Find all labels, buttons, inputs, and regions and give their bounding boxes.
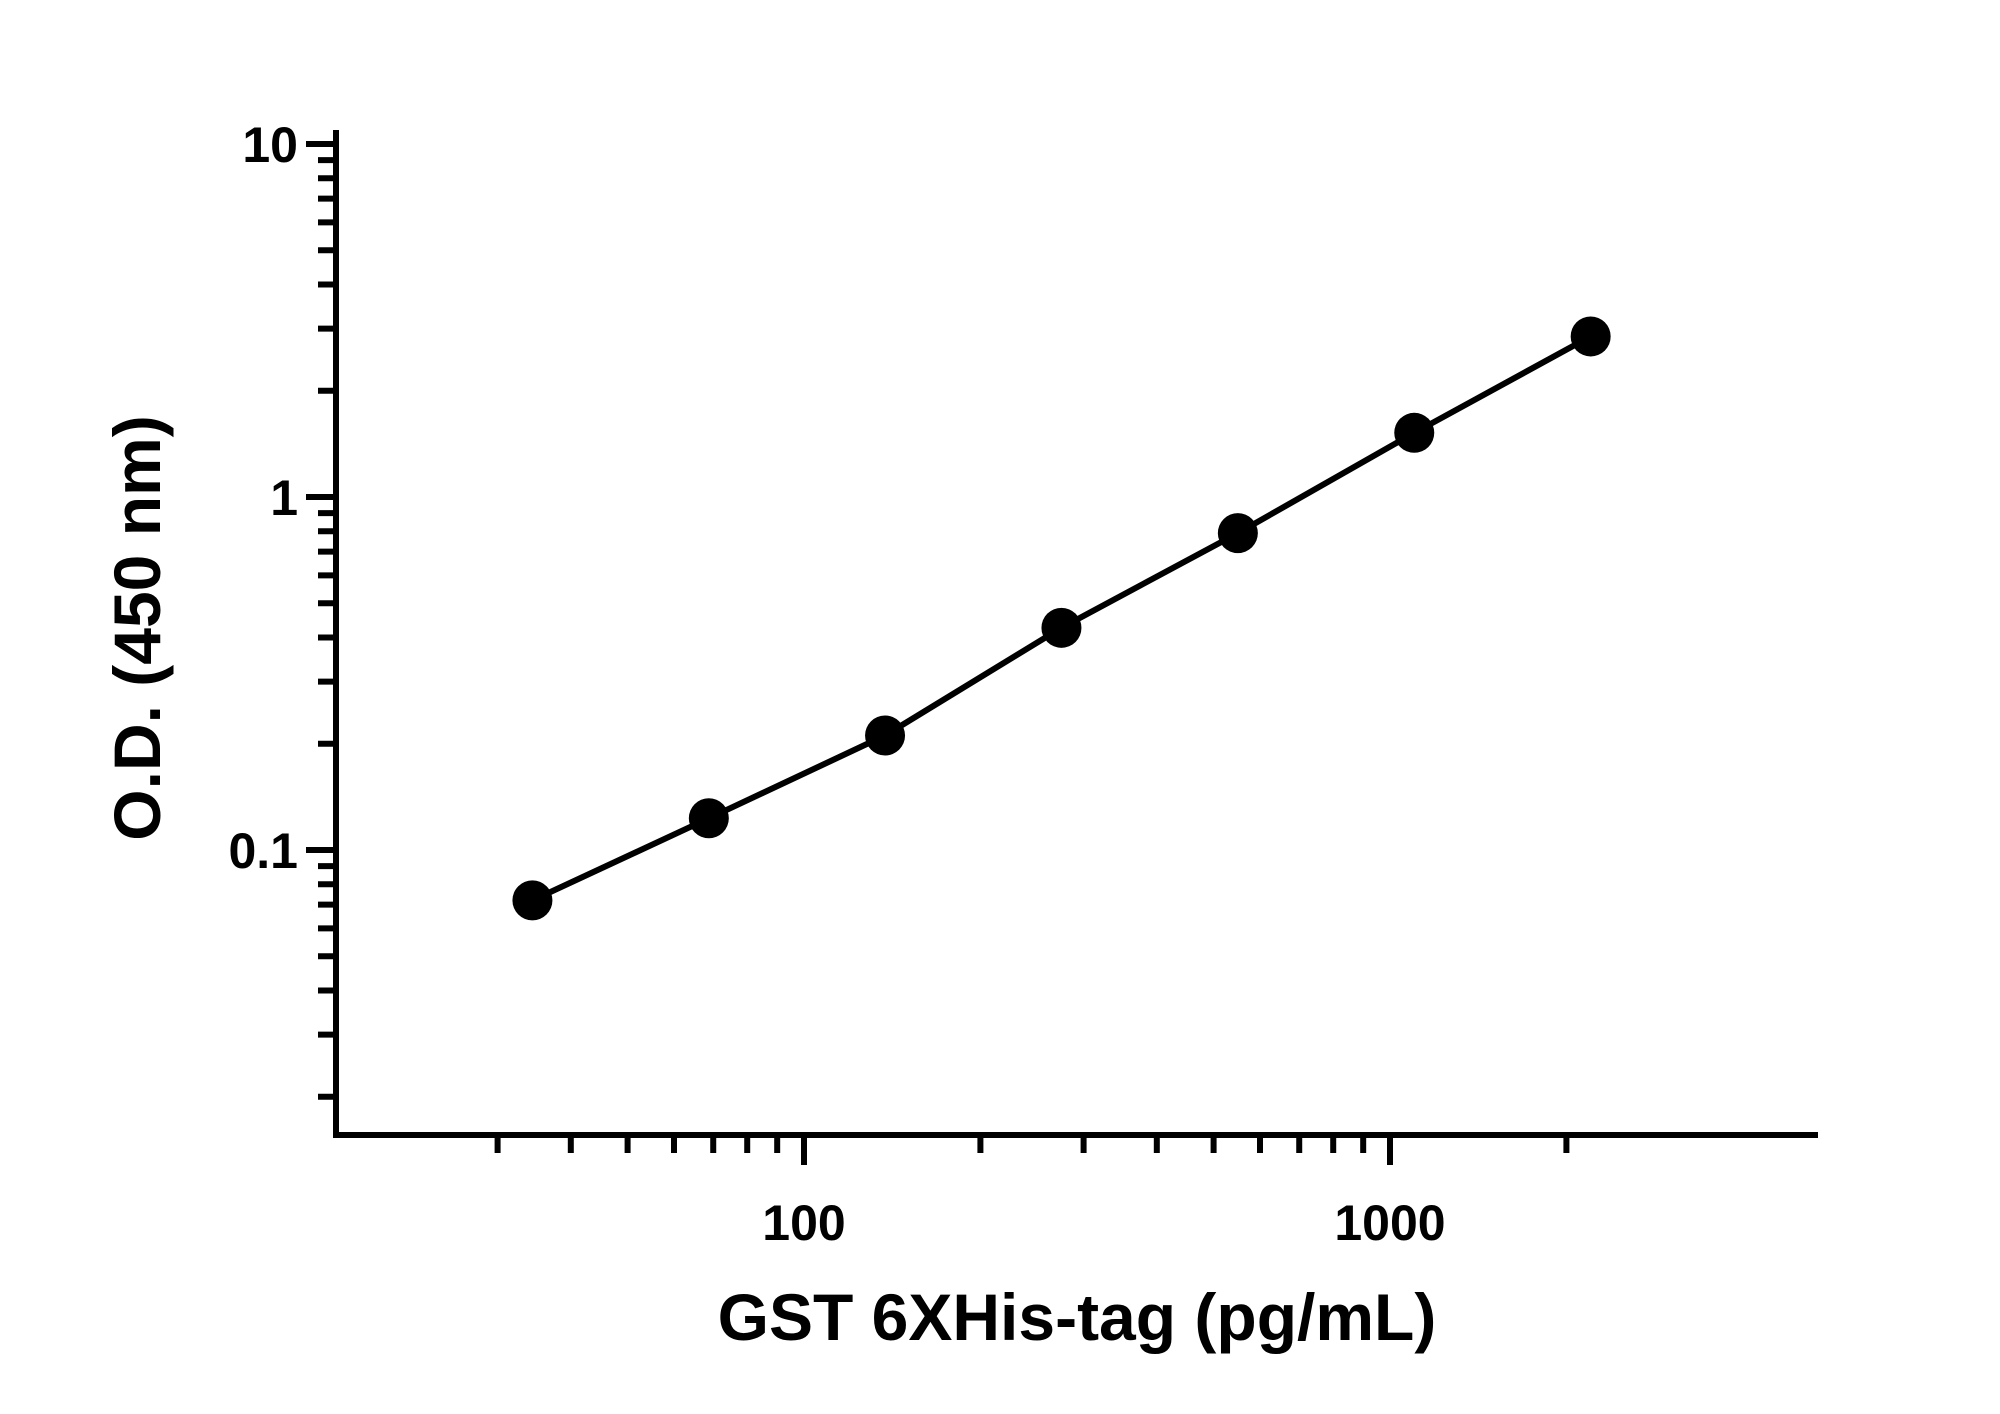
x-tick-label: 1000 <box>1334 1195 1445 1251</box>
data-point <box>865 715 906 756</box>
x-tick-label: 100 <box>762 1195 845 1251</box>
y-tick-label: 0.1 <box>228 823 298 879</box>
data-point <box>1570 316 1611 357</box>
data-point <box>1217 513 1258 554</box>
y-axis-ticks <box>306 141 336 1100</box>
plot-area <box>512 316 1611 921</box>
data-point <box>688 798 729 839</box>
y-axis-label: O.D. (450 nm) <box>100 415 174 840</box>
x-axis-label: GST 6XHis-tag (pg/mL) <box>718 1280 1437 1354</box>
x-axis-tick-labels: 100 1000 <box>762 1195 1445 1251</box>
data-point <box>1041 607 1082 648</box>
data-point <box>1394 412 1435 453</box>
data-point <box>512 880 553 921</box>
x-axis-ticks <box>494 1135 1570 1165</box>
y-tick-label: 1 <box>270 470 298 526</box>
data-points <box>512 316 1611 921</box>
axes: 0.1 1 10 100 1000 <box>228 117 1818 1251</box>
y-tick-label: 10 <box>242 117 298 173</box>
y-axis-tick-labels: 0.1 1 10 <box>228 117 298 879</box>
